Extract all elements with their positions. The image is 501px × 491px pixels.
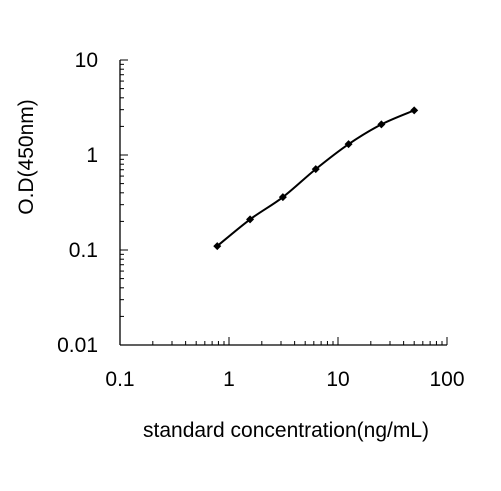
data-point-marker: [311, 165, 320, 174]
x-tick-label: 0.1: [105, 368, 134, 391]
y-tick-label: 0.01: [57, 334, 98, 357]
y-axis-title: O.D(450nm): [15, 99, 38, 215]
y-tick-label: 0.1: [69, 239, 98, 262]
x-tick-label: 10: [326, 368, 349, 391]
y-tick-label: 10: [75, 49, 98, 72]
x-tick-label: 1: [223, 368, 235, 391]
series-line: [216, 109, 415, 247]
data-point-marker: [246, 215, 255, 224]
data-point-marker: [278, 193, 287, 202]
x-tick-label: 100: [429, 368, 464, 391]
y-tick-label: 1: [86, 144, 98, 167]
data-point-marker: [410, 106, 419, 115]
x-axis-title: standard concentration(ng/mL): [143, 419, 429, 442]
data-point-marker: [213, 242, 222, 251]
axes: 0.01 0.1 1 10 0.1 1 10 100: [57, 49, 464, 391]
data-point-marker: [344, 140, 353, 149]
data-point-marker: [377, 120, 386, 129]
series-group: [213, 106, 419, 251]
